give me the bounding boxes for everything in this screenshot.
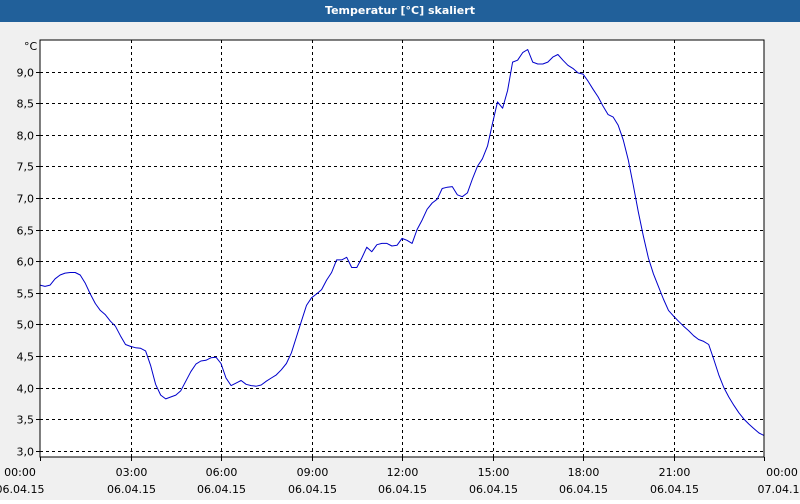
y-tick-label: 3,5: [17, 414, 35, 427]
grid-lines: [40, 40, 764, 457]
x-tick-time-label: 15:00: [478, 466, 510, 479]
y-tick-label: 3,0: [17, 446, 35, 459]
y-tick-label: 9,0: [17, 67, 35, 80]
y-tick-label: 5,0: [17, 319, 35, 332]
y-tick-label: 7,0: [17, 193, 35, 206]
x-tick-time-label: 21:00: [659, 466, 691, 479]
x-tick-time-label: 00:00: [766, 466, 798, 479]
x-tick-date-label: 06.04.15: [0, 483, 44, 496]
y-tick-label: 4,0: [17, 383, 35, 396]
series-line-0: [39, 49, 765, 436]
y-tick-label: 6,5: [17, 225, 35, 238]
y-axis-label: °C: [24, 40, 38, 53]
x-tick-time-label: 12:00: [387, 466, 419, 479]
x-tick-date-label: 06.04.15: [469, 483, 518, 496]
y-tick-label: 6,0: [17, 256, 35, 269]
x-tick-date-label: 06.04.15: [288, 483, 337, 496]
x-tick-date-label: 06.04.15: [197, 483, 246, 496]
y-axis-ticks: 3,0 3,5 4,0 4,5 5,0 5,5 6,0 6,5 7,0 7,5 8,0 8,5 9,0: [17, 67, 40, 459]
x-tick-time-label: 03:00: [116, 466, 148, 479]
chart-title: Temperatur [°C] skaliert: [0, 0, 800, 22]
x-tick-time-label: 06:00: [206, 466, 238, 479]
y-tick-label: 5,5: [17, 288, 35, 301]
x-tick-date-label: 06.04.15: [650, 483, 699, 496]
x-tick-date-label: 06.04.15: [107, 483, 156, 496]
series-layer: [39, 49, 765, 436]
y-tick-label: 8,0: [17, 130, 35, 143]
chart-area: 3,0 3,5 4,0 4,5 5,0 5,5 6,0 6,5 7,0 7,5 8,0 8,5 9,0 …: [0, 22, 800, 500]
x-tick-time-label: 18:00: [568, 466, 600, 479]
plot-background: [40, 40, 764, 457]
x-axis-ticks: 00:00 06.04.15 03:00 06.04.15 06:00 06.04.15 0…: [0, 457, 800, 496]
y-tick-label: 7,5: [17, 161, 35, 174]
y-tick-label: 4,5: [17, 351, 35, 364]
x-tick-time-label: 09:00: [297, 466, 329, 479]
x-tick-time-label: 00:00: [4, 466, 36, 479]
temperature-line-chart: 3,03,54,04,55,05,56,06,57,07,58,08,59,0 …: [0, 39, 800, 496]
x-tick-date-label: 06.04.15: [559, 483, 608, 496]
x-tick-date-label: 07.04.15: [758, 483, 800, 496]
x-tick-date-label: 06.04.15: [378, 483, 427, 496]
y-tick-label: 8,5: [17, 98, 35, 111]
